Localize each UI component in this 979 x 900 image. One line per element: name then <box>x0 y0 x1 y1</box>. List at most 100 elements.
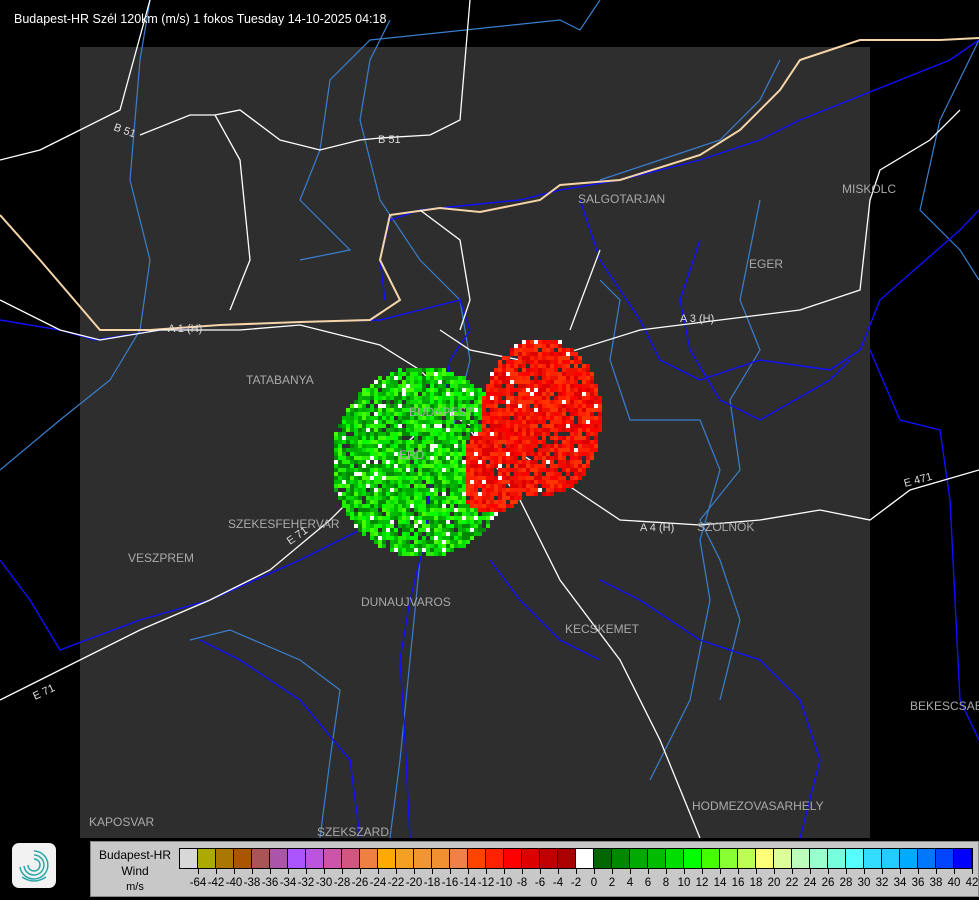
echo-pixel <box>570 464 574 468</box>
echo-pixel <box>586 432 590 436</box>
echo-pixel <box>342 448 346 452</box>
echo-pixel <box>438 400 442 404</box>
echo-pixel <box>562 428 566 432</box>
echo-pixel <box>414 444 418 448</box>
echo-pixel <box>554 440 558 444</box>
echo-pixel <box>486 384 490 388</box>
echo-pixel <box>426 432 430 436</box>
echo-pixel <box>466 384 470 388</box>
echo-pixel <box>558 488 562 492</box>
echo-pixel <box>570 400 574 404</box>
echo-pixel <box>466 500 470 504</box>
echo-pixel <box>594 404 598 408</box>
echo-pixel <box>550 488 554 492</box>
echo-pixel <box>366 484 370 488</box>
echo-pixel <box>430 440 434 444</box>
echo-pixel <box>370 432 374 436</box>
echo-pixel <box>582 392 586 396</box>
echo-pixel <box>358 392 362 396</box>
echo-pixel <box>502 388 506 392</box>
echo-pixel <box>454 400 458 404</box>
echo-pixel <box>474 400 478 404</box>
echo-pixel <box>558 356 562 360</box>
echo-pixel <box>562 488 566 492</box>
echo-pixel <box>546 396 550 400</box>
echo-pixel <box>394 476 398 480</box>
echo-pixel <box>426 412 430 416</box>
echo-pixel <box>446 464 450 468</box>
echo-pixel <box>498 396 502 400</box>
echo-pixel <box>370 520 374 524</box>
echo-pixel <box>334 456 338 460</box>
echo-pixel <box>346 484 350 488</box>
echo-pixel <box>578 428 582 432</box>
echo-pixel <box>522 348 526 352</box>
echo-pixel <box>406 520 410 524</box>
echo-pixel <box>498 428 502 432</box>
legend-tick <box>864 868 865 874</box>
echo-pixel <box>366 500 370 504</box>
echo-pixel <box>406 488 410 492</box>
echo-pixel <box>478 476 482 480</box>
echo-pixel <box>502 488 506 492</box>
echo-pixel <box>346 456 350 460</box>
echo-pixel <box>390 396 394 400</box>
echo-pixel <box>354 440 358 444</box>
echo-pixel <box>378 380 382 384</box>
echo-pixel <box>338 496 342 500</box>
echo-pixel <box>358 476 362 480</box>
echo-pixel <box>566 428 570 432</box>
echo-pixel <box>414 400 418 404</box>
echo-pixel <box>494 412 498 416</box>
echo-pixel <box>510 504 514 508</box>
echo-pixel <box>418 384 422 388</box>
legend-swatch <box>504 849 522 868</box>
echo-pixel <box>546 428 550 432</box>
echo-pixel <box>562 388 566 392</box>
echo-pixel <box>370 456 374 460</box>
echo-pixel <box>374 516 378 520</box>
echo-pixel <box>346 448 350 452</box>
echo-pixel <box>538 416 542 420</box>
echo-pixel <box>362 524 366 528</box>
echo-pixel <box>550 372 554 376</box>
echo-pixel <box>550 364 554 368</box>
echo-pixel <box>422 508 426 512</box>
echo-pixel <box>586 464 590 468</box>
echo-pixel <box>434 492 438 496</box>
echo-pixel <box>374 384 378 388</box>
echo-pixel <box>346 408 350 412</box>
echo-pixel <box>546 348 550 352</box>
echo-pixel <box>526 412 530 416</box>
echo-pixel <box>478 388 482 392</box>
echo-pixel <box>438 496 442 500</box>
echo-pixel <box>358 488 362 492</box>
echo-pixel <box>442 496 446 500</box>
echo-pixel <box>422 376 426 380</box>
echo-pixel <box>542 468 546 472</box>
echo-pixel <box>586 364 590 368</box>
echo-pixel <box>442 552 446 556</box>
echo-pixel <box>510 496 514 500</box>
echo-pixel <box>470 440 474 444</box>
echo-pixel <box>374 380 378 384</box>
echo-pixel <box>590 392 594 396</box>
legend-swatch <box>396 849 414 868</box>
echo-pixel <box>498 380 502 384</box>
echo-pixel <box>362 484 366 488</box>
echo-pixel <box>438 552 442 556</box>
echo-pixel <box>378 544 382 548</box>
echo-pixel <box>470 388 474 392</box>
echo-pixel <box>526 428 530 432</box>
echo-pixel <box>490 468 494 472</box>
echo-pixel <box>546 372 550 376</box>
echo-pixel <box>362 420 366 424</box>
echo-pixel <box>594 432 598 436</box>
echo-pixel <box>550 348 554 352</box>
echo-pixel <box>374 536 378 540</box>
echo-pixel <box>362 444 366 448</box>
echo-pixel <box>582 440 586 444</box>
echo-pixel <box>422 464 426 468</box>
echo-pixel <box>442 432 446 436</box>
